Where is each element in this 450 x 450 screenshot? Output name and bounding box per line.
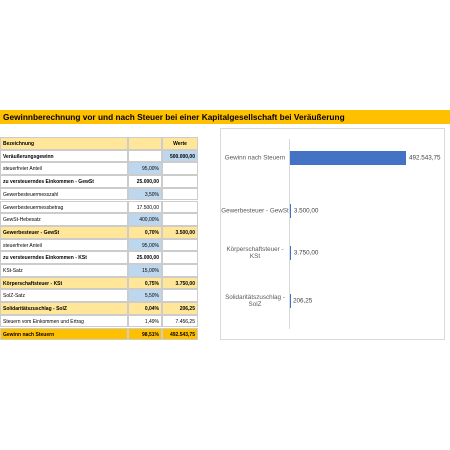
table-row: Gewinn nach Steuern 98,51% 492.543,75 [0,327,198,341]
bar [290,294,291,308]
table-cell: Werte [162,137,198,150]
table-row: Gewerbesteuermesszahl 3,50% [0,187,198,201]
table-cell: 500.000,00 [162,149,198,163]
table-cell: 492.543,75 [162,327,198,341]
table-cell [162,251,198,264]
value-label: 3.750,00 [293,249,319,257]
table-cell: 25.000,00 [128,175,162,188]
table-cell: Körperschaftsteuer - KSt [0,276,128,290]
table-row: Veräußerungsgewinn 500.000,00 [0,149,198,163]
axis-line [289,139,290,329]
table-cell: 3,50% [128,187,162,201]
bar [290,151,406,165]
category-label: Körperschaftsteuer - KSt [226,246,284,260]
table-cell: 1,49% [128,314,162,328]
table-cell: Gewerbesteuermessbetrag [0,200,128,214]
bar [290,246,291,260]
table-cell: Bezeichnung [0,137,128,150]
table-cell: GewSt-Hebesatz [0,213,128,226]
table-cell [162,187,198,201]
chart: Gewinn nach Steuern 492.543,75 Gewerbesteu… [220,128,445,340]
value-label: 492.543,75 [409,154,441,162]
value-label: 206,25 [293,297,313,305]
table-cell [128,149,162,163]
table-cell: 3.750,00 [162,276,198,290]
table-cell: 400,00% [128,213,162,226]
table-cell: Solidaritätszuschlag - SolZ [0,302,128,315]
table-cell: steuerfreier Anteil [0,162,128,176]
category-label: Solidaritätszuschlag - SolZ [225,294,285,308]
table-cell: 3.500,00 [162,225,198,239]
table-cell: SolZ-Satz [0,289,128,303]
value-label: 3.500,00 [293,207,319,215]
table-cell [162,162,198,176]
table-cell: Gewerbesteuer - GewSt [0,225,128,239]
table-row: Gewerbesteuermessbetrag 17.500,00 [0,200,198,214]
table-cell: 206,25 [162,302,198,315]
table-cell [162,200,198,214]
table-cell: 7.456,25 [162,314,198,328]
table-cell: zu versteuerndes Einkommen - KSt [0,251,128,264]
table-row: Gewerbesteuer - GewSt 0,70% 3.500,00 [0,225,198,239]
table-row: Solidaritätszuschlag - SolZ 0,04% 206,25 [0,302,198,315]
table-cell: Steuern vom Einkommen und Ertrag [0,314,128,328]
table-row: steuerfreier Anteil 95,00% [0,238,198,252]
table-cell: Gewerbesteuermesszahl [0,187,128,201]
table-cell: 17.500,00 [128,200,162,214]
table-cell [162,264,198,277]
table-row: zu versteuerndes Einkommen - KSt 25.000,0… [0,251,198,264]
table-row: zu versteuerndes Einkommen - GewSt 25.000… [0,175,198,188]
table-cell [162,289,198,303]
table-cell [162,238,198,252]
table-row: steuerfreier Anteil 95,00% [0,162,198,176]
table-cell: 95,00% [128,238,162,252]
table-cell [162,213,198,226]
table-cell: 95,00% [128,162,162,176]
table-cell: KSt-Satz [0,264,128,277]
table-row: Körperschaftsteuer - KSt 0,75% 3.750,00 [0,276,198,290]
table-cell: zu versteuerndes Einkommen - GewSt [0,175,128,188]
category-label: Gewinn nach Steuern [224,154,286,162]
table-cell: 98,51% [128,327,162,341]
bar [290,204,291,218]
table-cell [162,175,198,188]
table-cell: 5,50% [128,289,162,303]
table-row: GewSt-Hebesatz 400,00% [0,213,198,226]
category-label: Gewerbesteuer - GewSt [221,207,289,215]
table-row: SolZ-Satz 5,50% [0,289,198,303]
table-row: KSt-Satz 15,00% [0,264,198,277]
table-cell: steuerfreier Anteil [0,238,128,252]
table-cell: 15,00% [128,264,162,277]
table-cell: 0,75% [128,276,162,290]
table-cell: 0,04% [128,302,162,315]
table-row: Bezeichnung Werte [0,137,198,150]
table-cell: 25.000,00 [128,251,162,264]
table-row: Steuern vom Einkommen und Ertrag 1,49% 7.4… [0,314,198,328]
table-cell: Gewinn nach Steuern [0,327,128,341]
sheet-title: Gewinnberechnung vor und nach Steuer bei… [0,110,450,124]
table-cell [128,137,162,150]
table-cell: 0,70% [128,225,162,239]
table-cell: Veräußerungsgewinn [0,149,128,163]
